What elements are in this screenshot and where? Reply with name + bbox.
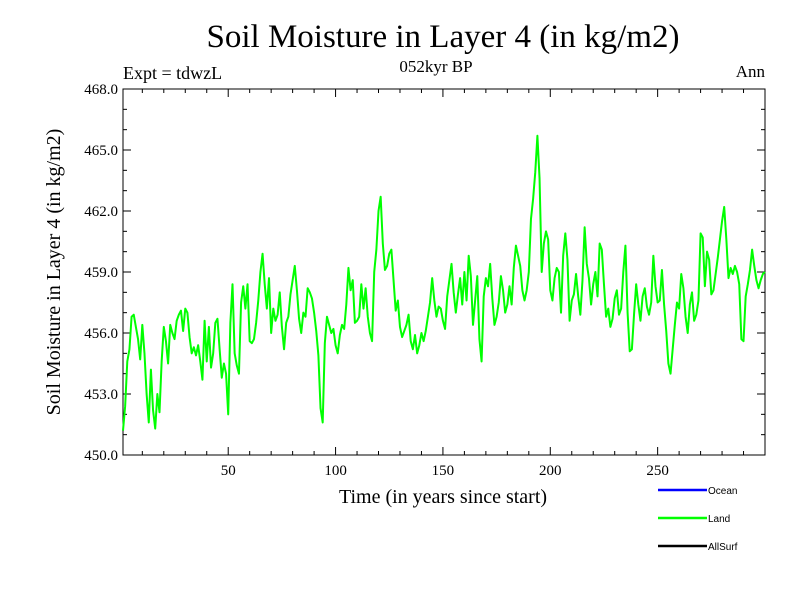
x-tick-label: 100 (324, 463, 347, 479)
y-tick-label: 456.0 (84, 326, 118, 342)
experiment-label: Expt = tdwzL (123, 63, 222, 83)
legend-label-allsurf: AllSurf (708, 542, 738, 553)
y-tick-label: 453.0 (84, 387, 118, 403)
season-label: Ann (736, 62, 766, 81)
y-tick-label: 468.0 (84, 82, 118, 98)
series-line-land (122, 134, 766, 431)
y-tick-label: 462.0 (84, 204, 118, 220)
legend-label-ocean: Ocean (708, 486, 737, 497)
chart-subtitle: 052kyr BP (399, 57, 472, 76)
x-tick-label: 150 (432, 463, 455, 479)
plot-area: 50 100 150 200 250 450.0 453.0 456.0 459.0 462.0 4… (84, 82, 766, 479)
x-axis-label: Time (in years since start) (339, 486, 547, 508)
x-tick-label: 50 (221, 463, 236, 479)
y-tick-label: 459.0 (84, 265, 118, 281)
y-axis-label: Soil Moisture in Layer 4 (in kg/m2) (43, 129, 65, 416)
x-tick-label: 250 (646, 463, 669, 479)
y-tick-label: 450.0 (84, 448, 118, 464)
legend: Ocean Land AllSurf (658, 486, 738, 553)
legend-label-land: Land (708, 514, 730, 525)
chart-title: Soil Moisture in Layer 4 (in kg/m2) (207, 19, 680, 55)
plot-frame (122, 88, 766, 456)
x-tick-label: 200 (539, 463, 562, 479)
y-tick-label: 465.0 (84, 143, 118, 159)
